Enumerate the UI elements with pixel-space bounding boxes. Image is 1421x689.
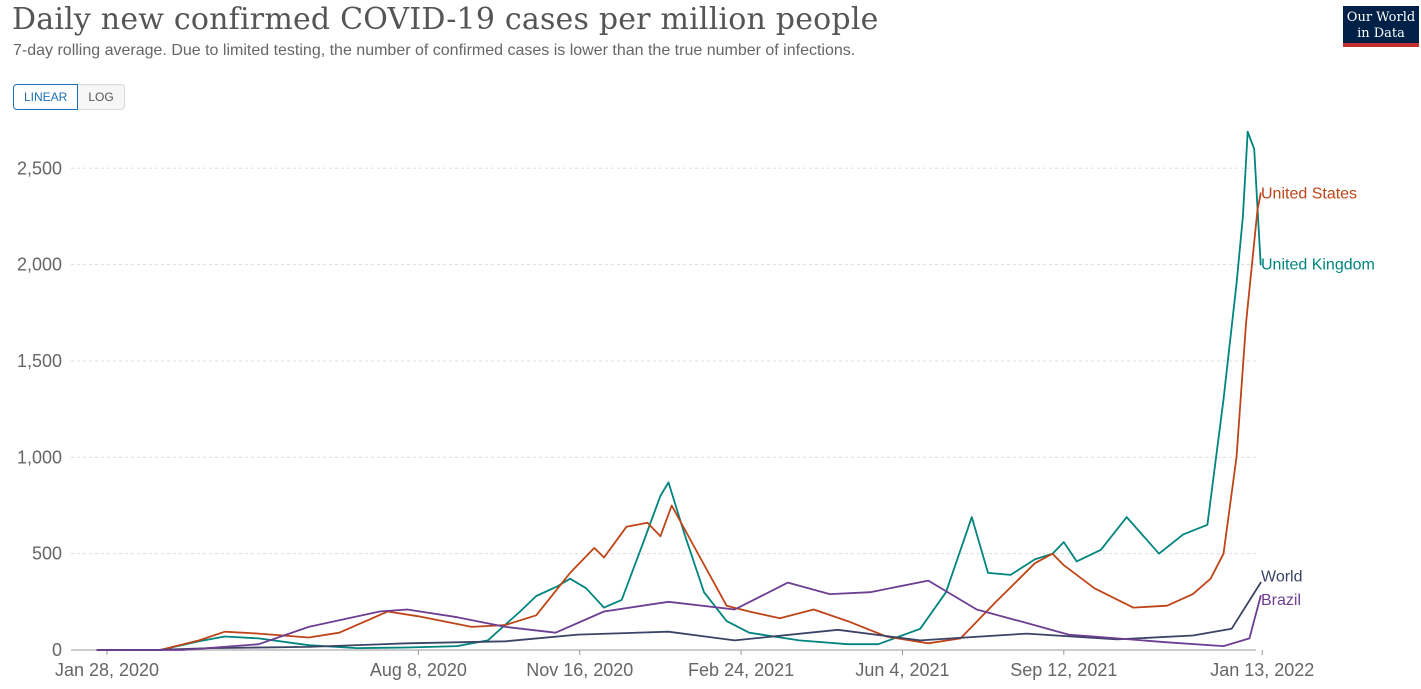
y-tick-label: 1,000 — [17, 447, 62, 467]
x-tick-label: Sep 12, 2021 — [1010, 660, 1117, 680]
series-line-united-states[interactable] — [96, 192, 1262, 651]
series-label-brazil[interactable]: Brazil — [1261, 592, 1301, 609]
y-tick-label: 500 — [32, 544, 62, 564]
series-label-united-kingdom[interactable]: United Kingdom — [1261, 257, 1375, 274]
log-scale-button[interactable]: LOG — [78, 84, 125, 110]
linear-scale-button[interactable]: LINEAR — [13, 84, 79, 110]
series-line-world[interactable] — [96, 581, 1262, 651]
x-tick-label: Jan 28, 2020 — [55, 660, 159, 680]
series-label-united-states[interactable]: United States — [1261, 185, 1357, 202]
logo-line-1: Our World — [1346, 10, 1416, 25]
x-tick-label: Nov 16, 2020 — [526, 660, 633, 680]
chart-title: Daily new confirmed COVID-19 cases per m… — [12, 2, 879, 37]
scale-toggle: LINEAR LOG — [13, 84, 125, 110]
y-tick-label: 2,000 — [17, 255, 62, 275]
logo-line-2: in Data — [1357, 26, 1405, 41]
y-tick-label: 2,500 — [17, 158, 62, 178]
label-layer: United Kingdom United States World Brazil — [1261, 185, 1375, 609]
axis-layer: 0 500 1,000 1,500 2,000 2,500 Jan 28, 2020 Aug … — [17, 158, 1314, 680]
x-tick-label: Jan 13, 2022 — [1210, 660, 1314, 680]
x-tick-label: Feb 24, 2021 — [688, 660, 794, 680]
series-line-united-kingdom[interactable] — [96, 130, 1262, 651]
series-line-brazil[interactable] — [96, 579, 1262, 651]
owid-logo[interactable]: Our World in Data — [1343, 6, 1419, 47]
y-tick-label: 1,500 — [17, 351, 62, 371]
x-tick-label: Jun 4, 2021 — [855, 660, 949, 680]
grid-layer — [71, 167, 1256, 555]
series-label-world[interactable]: World — [1261, 569, 1303, 586]
x-tick-label: Aug 8, 2020 — [370, 660, 467, 680]
y-tick-label: 0 — [52, 640, 62, 660]
series-layer — [96, 130, 1262, 651]
chart-subtitle: 7-day rolling average. Due to limited te… — [13, 42, 856, 59]
